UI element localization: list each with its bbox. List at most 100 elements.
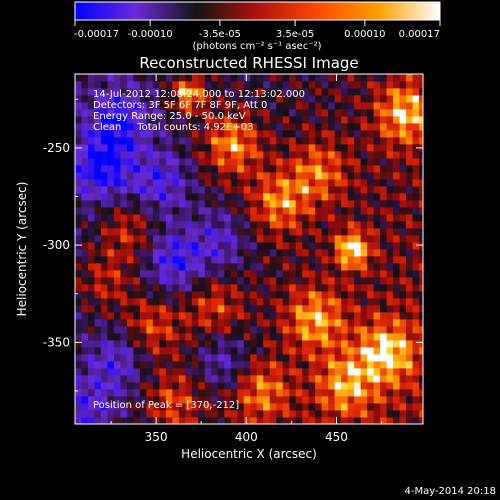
image-pixel [94,410,102,418]
image-pixel [347,123,355,131]
image-pixel [87,144,95,152]
image-pixel [224,74,232,82]
image-pixel [211,403,219,411]
image-pixel [386,116,394,124]
image-pixel [172,165,180,173]
image-pixel [100,228,108,236]
image-pixel [107,123,115,131]
image-pixel [295,200,303,208]
image-pixel [328,130,336,138]
image-pixel [354,277,362,285]
image-pixel [399,165,407,173]
image-pixel [94,102,102,110]
image-pixel [354,396,362,404]
image-pixel [165,214,173,222]
image-pixel [302,214,310,222]
image-pixel [256,375,264,383]
image-pixel [126,235,134,243]
image-pixel [360,389,368,397]
image-pixel [295,130,303,138]
image-pixel [419,214,423,222]
image-pixel [393,417,400,424]
image-pixel [328,151,336,159]
image-pixel [269,249,277,257]
image-pixel [406,130,413,138]
image-pixel [204,144,212,152]
image-pixel [224,263,232,271]
image-pixel [250,340,258,348]
image-pixel [308,242,316,250]
image-pixel [237,214,245,222]
image-pixel [237,347,245,355]
image-pixel [237,228,245,236]
image-pixel [152,333,160,341]
image-pixel [399,340,407,348]
image-pixel [269,193,277,201]
image-pixel [334,270,342,278]
image-pixel [341,263,349,271]
image-pixel [386,256,394,264]
image-pixel [308,368,316,376]
image-pixel [289,95,297,103]
image-pixel [113,256,121,264]
image-pixel [302,130,310,138]
image-pixel [341,116,349,124]
image-pixel [172,235,180,243]
image-pixel [373,333,381,341]
image-pixel [211,347,219,355]
image-pixel [399,312,407,320]
image-pixel [263,284,271,292]
image-pixel [100,116,108,124]
image-pixel [250,151,258,159]
image-pixel [386,158,394,166]
image-pixel [159,102,167,110]
image-pixel [341,368,349,376]
image-pixel [243,277,251,285]
image-pixel [354,263,362,271]
image-pixel [159,256,167,264]
image-pixel [399,137,407,145]
image-pixel [269,284,277,292]
image-pixel [308,235,316,243]
image-pixel [185,81,193,89]
image-pixel [276,95,284,103]
image-pixel [419,95,423,103]
image-pixel [399,382,407,390]
image-pixel [172,375,180,383]
image-pixel [191,179,199,187]
image-pixel [159,410,167,418]
image-pixel [217,305,225,313]
image-pixel [373,95,381,103]
image-pixel [94,130,102,138]
image-pixel [399,151,407,159]
image-pixel [406,179,413,187]
image-pixel [341,130,349,138]
image-pixel [289,361,297,369]
image-pixel [412,403,420,411]
image-pixel [139,235,147,243]
image-pixel [269,165,277,173]
image-pixel [412,347,420,355]
image-pixel [282,214,290,222]
image-pixel [87,347,95,355]
image-pixel [406,200,413,208]
image-pixel [94,228,102,236]
image-pixel [250,382,258,390]
image-pixel [230,221,238,229]
image-pixel [386,340,394,348]
image-pixel [94,207,102,215]
image-pixel [250,130,258,138]
image-pixel [139,368,147,376]
image-pixel [178,235,186,243]
image-pixel [276,193,284,201]
image-pixel [256,410,264,418]
image-pixel [81,151,89,159]
image-pixel [113,102,121,110]
image-pixel [373,158,381,166]
image-pixel [367,319,374,327]
image-pixel [126,165,134,173]
image-pixel [321,382,329,390]
image-pixel [308,207,316,215]
image-pixel [146,235,154,243]
image-pixel [152,200,160,208]
